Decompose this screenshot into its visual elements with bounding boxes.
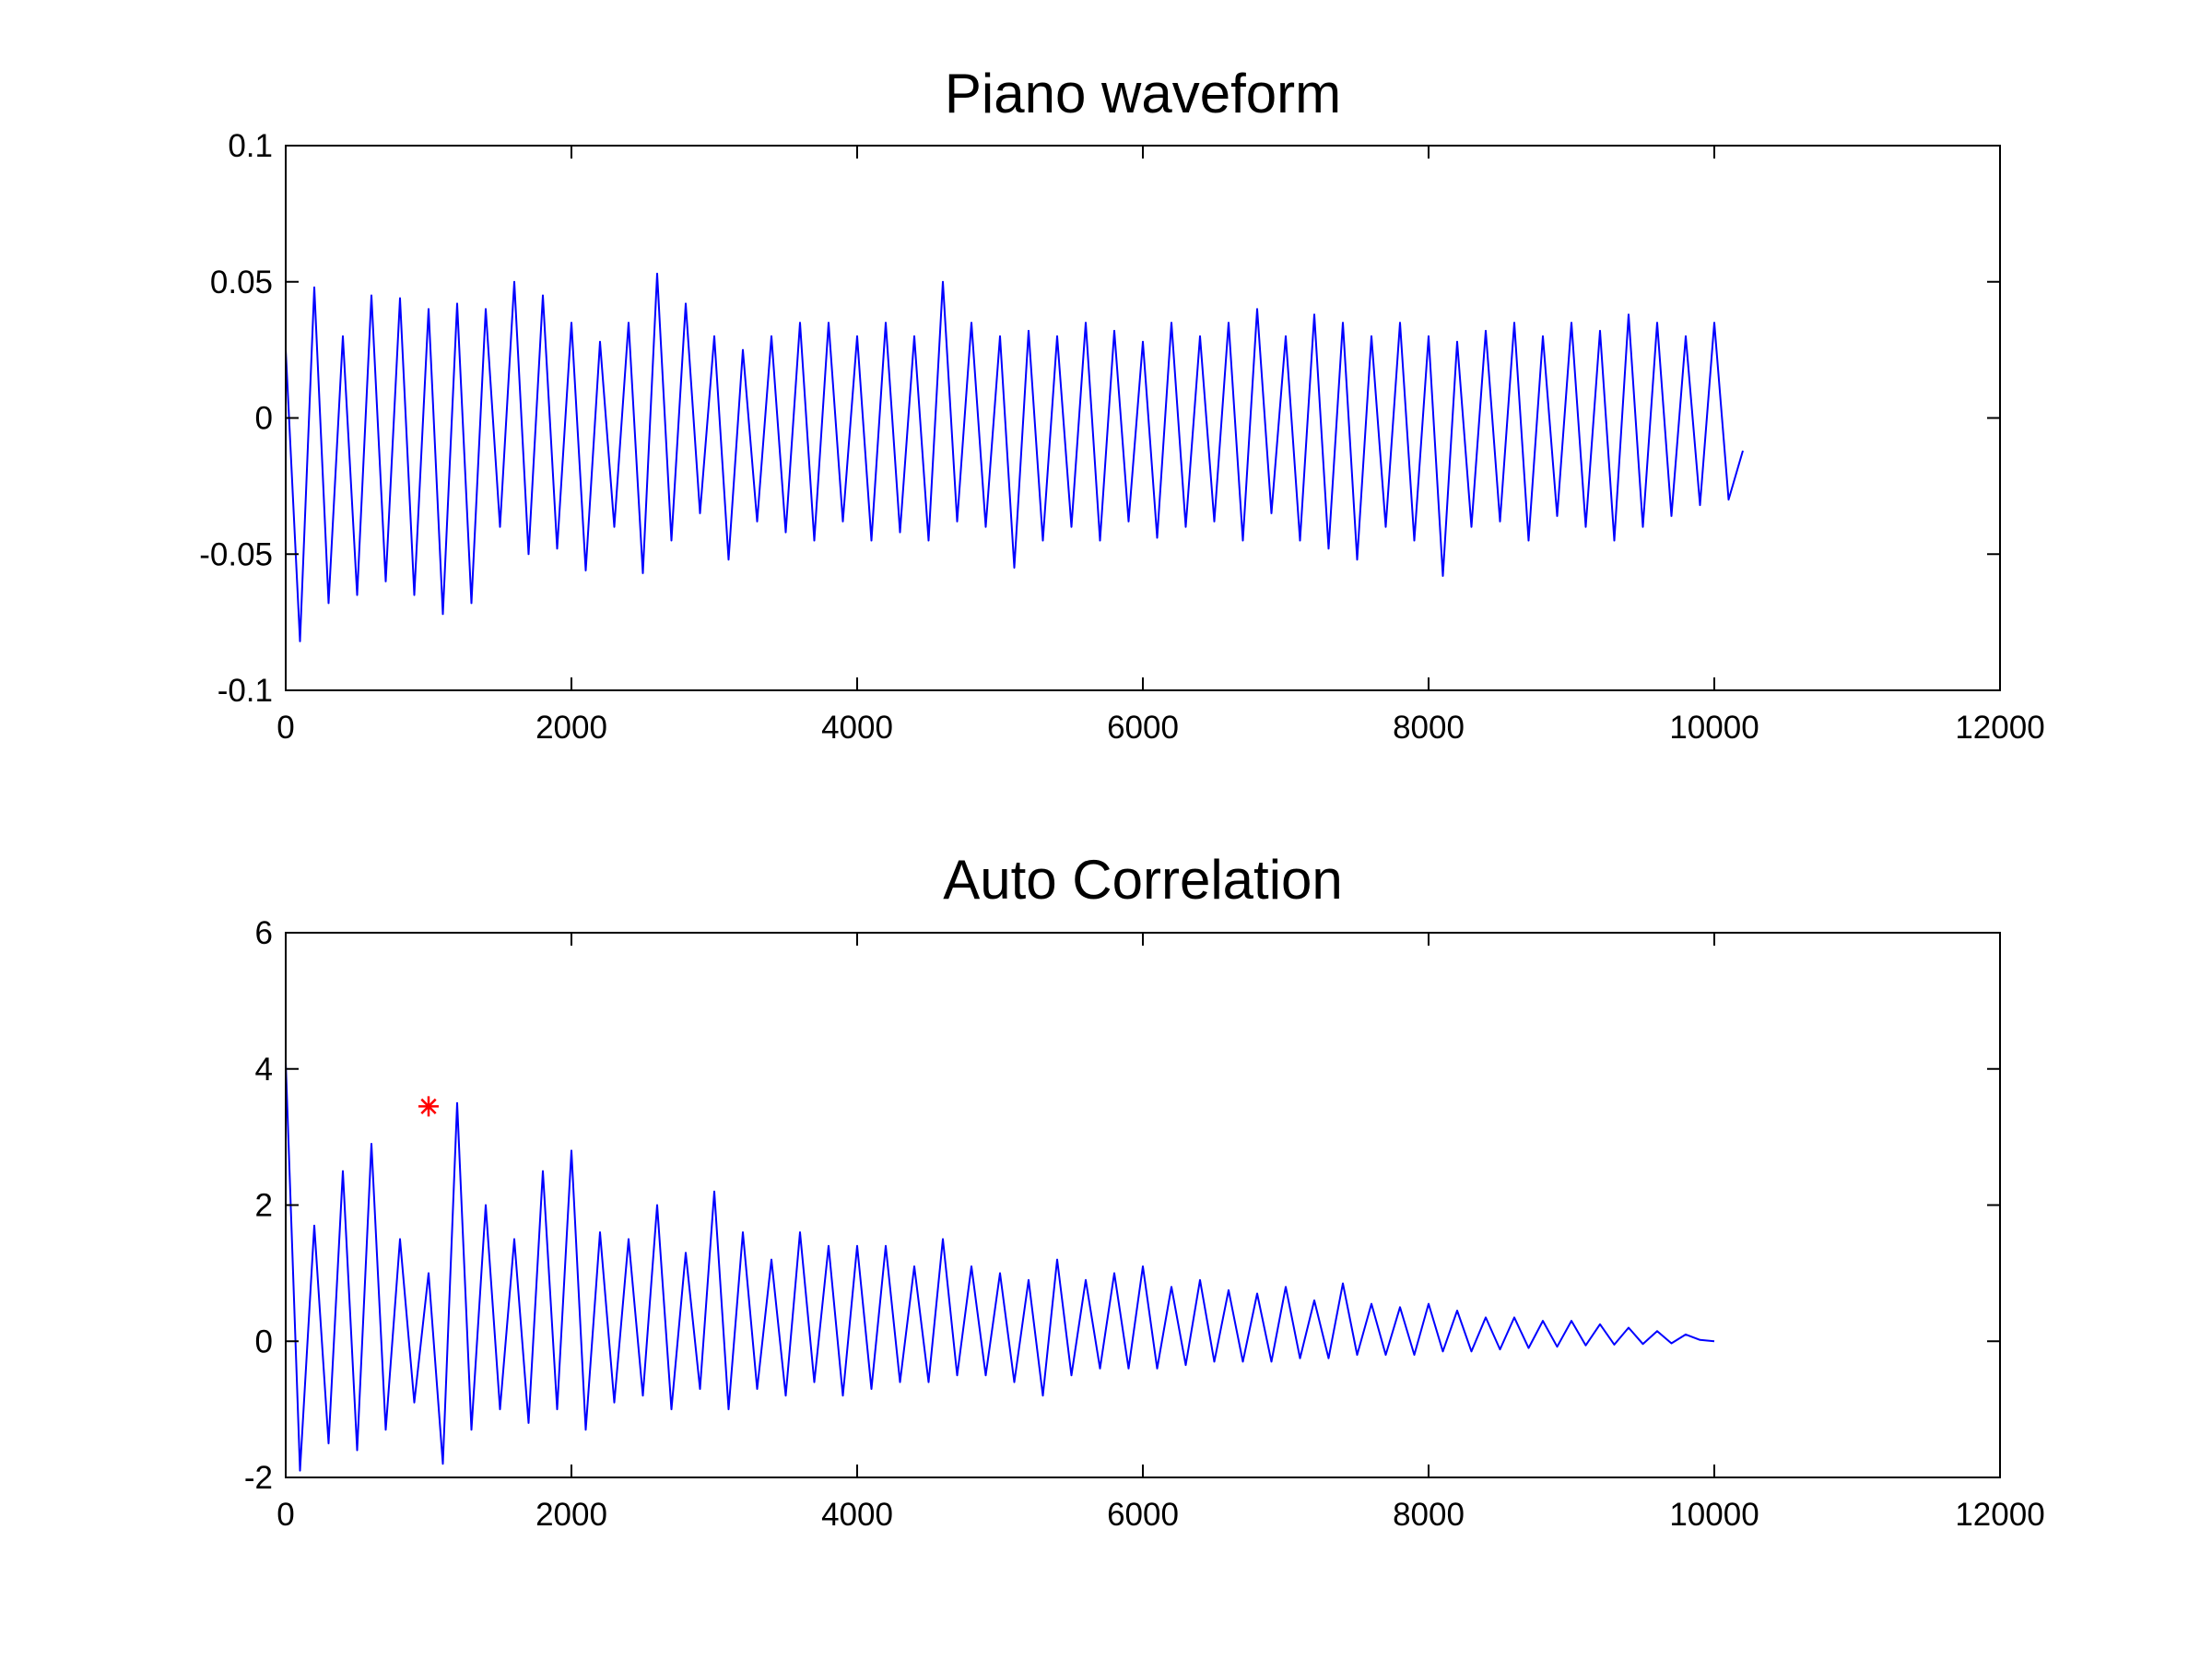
autocorrelation-plot: Auto Correlation 0 2000 4000 6000 8000 10000 1… <box>244 849 2045 1533</box>
waveform-x-tick-label: 0 <box>276 710 294 746</box>
waveform-ticks-layer: 0 2000 4000 6000 8000 10000 12000 -0.1 -0.05 0 0.0… <box>199 128 2044 746</box>
autocorrelation-x-tick-label: 8000 <box>1393 1497 1465 1533</box>
waveform-y-tick-label: 0.05 <box>210 265 273 300</box>
autocorrelation-x-tick-label: 10000 <box>1669 1497 1759 1533</box>
autocorrelation-marker-layer <box>418 1096 439 1117</box>
autocorrelation-axes-frame <box>285 932 2001 1478</box>
waveform-y-tick-label: -0.1 <box>218 673 273 709</box>
waveform-title: Piano waveform <box>945 63 1341 124</box>
autocorrelation-x-tick-label: 2000 <box>535 1497 607 1533</box>
autocorrelation-x-tick-label: 0 <box>276 1497 294 1533</box>
autocorrelation-peak-marker <box>418 1096 439 1117</box>
waveform-x-tick-label: 6000 <box>1107 710 1179 746</box>
autocorrelation-title: Auto Correlation <box>943 849 1343 911</box>
waveform-plot: Piano waveform 0 2000 4000 6000 8000 10000 120… <box>199 63 2044 746</box>
autocorrelation-y-tick-label: 2 <box>255 1188 273 1224</box>
waveform-x-tick-label: 10000 <box>1669 710 1759 746</box>
waveform-axes-frame <box>285 145 2001 691</box>
waveform-x-tick-label: 4000 <box>821 710 893 746</box>
autocorrelation-y-tick-label: -2 <box>244 1460 273 1496</box>
autocorrelation-y-tick-label: 4 <box>255 1052 273 1088</box>
waveform-y-tick-label: 0.1 <box>228 128 273 164</box>
autocorrelation-series-line <box>285 1062 1715 1472</box>
autocorrelation-x-tick-label: 4000 <box>821 1497 893 1533</box>
autocorrelation-x-tick-label: 6000 <box>1107 1497 1179 1533</box>
autocorrelation-x-tick-label: 12000 <box>1955 1497 2044 1533</box>
autocorrelation-series-layer <box>285 1062 1715 1472</box>
waveform-x-tick-label: 8000 <box>1393 710 1465 746</box>
waveform-series-layer <box>285 272 1744 642</box>
autocorrelation-y-tick-label: 6 <box>255 915 273 951</box>
waveform-y-tick-label: -0.05 <box>199 536 273 572</box>
waveform-y-tick-label: 0 <box>255 401 273 437</box>
waveform-x-tick-label: 2000 <box>535 710 607 746</box>
waveform-series-line <box>285 272 1744 642</box>
autocorrelation-y-tick-label: 0 <box>255 1324 273 1359</box>
waveform-x-tick-label: 12000 <box>1955 710 2044 746</box>
